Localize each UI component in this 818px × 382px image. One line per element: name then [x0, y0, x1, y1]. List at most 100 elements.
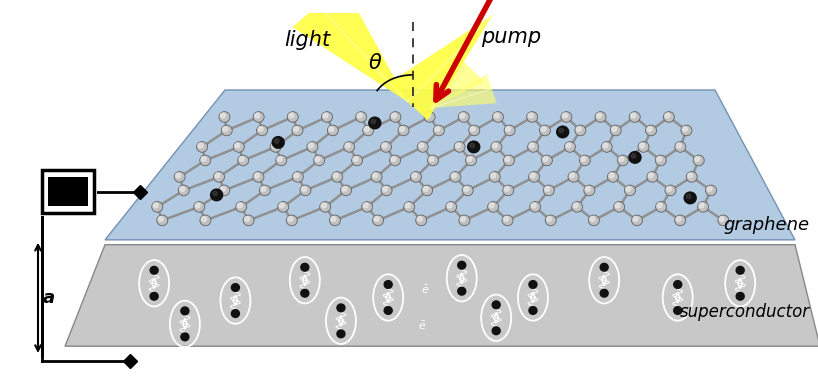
- Circle shape: [383, 186, 388, 191]
- Circle shape: [300, 185, 311, 196]
- Circle shape: [200, 215, 211, 226]
- Circle shape: [489, 172, 501, 182]
- Circle shape: [435, 126, 440, 131]
- Circle shape: [233, 142, 245, 152]
- Circle shape: [458, 112, 470, 122]
- Circle shape: [562, 113, 568, 118]
- Circle shape: [601, 142, 612, 152]
- Circle shape: [645, 125, 657, 136]
- Circle shape: [213, 191, 218, 196]
- Circle shape: [504, 217, 509, 221]
- Circle shape: [595, 112, 606, 122]
- Circle shape: [373, 173, 378, 178]
- Circle shape: [649, 173, 654, 178]
- Circle shape: [615, 203, 620, 208]
- Circle shape: [541, 126, 546, 131]
- Circle shape: [369, 117, 381, 129]
- Circle shape: [459, 215, 470, 226]
- Circle shape: [321, 203, 326, 208]
- Circle shape: [663, 112, 674, 122]
- Circle shape: [340, 185, 352, 196]
- Circle shape: [315, 157, 320, 161]
- Circle shape: [243, 215, 254, 226]
- Circle shape: [235, 143, 240, 148]
- Circle shape: [698, 202, 708, 212]
- Circle shape: [424, 112, 435, 122]
- Circle shape: [337, 304, 345, 312]
- Circle shape: [294, 173, 299, 178]
- Circle shape: [626, 186, 631, 191]
- Circle shape: [157, 215, 168, 226]
- Circle shape: [584, 185, 595, 196]
- Circle shape: [503, 185, 514, 196]
- Circle shape: [596, 113, 601, 118]
- Circle shape: [491, 142, 502, 152]
- Circle shape: [506, 126, 510, 131]
- Circle shape: [568, 172, 579, 182]
- Circle shape: [398, 125, 409, 136]
- Circle shape: [181, 333, 189, 341]
- Circle shape: [530, 173, 535, 178]
- Circle shape: [488, 202, 499, 212]
- Circle shape: [492, 327, 500, 335]
- Text: light: light: [285, 30, 330, 50]
- Circle shape: [631, 154, 636, 158]
- Circle shape: [458, 261, 465, 269]
- Circle shape: [253, 112, 264, 122]
- Circle shape: [342, 186, 347, 191]
- Circle shape: [719, 217, 724, 221]
- Circle shape: [344, 142, 355, 152]
- Circle shape: [176, 173, 181, 178]
- Circle shape: [215, 173, 220, 178]
- Polygon shape: [388, 15, 492, 120]
- Text: pump: pump: [482, 27, 542, 47]
- Circle shape: [286, 215, 297, 226]
- Circle shape: [569, 173, 574, 178]
- Circle shape: [219, 112, 230, 122]
- Circle shape: [674, 307, 681, 314]
- Circle shape: [257, 125, 267, 136]
- Circle shape: [464, 186, 469, 191]
- Circle shape: [638, 142, 649, 152]
- Circle shape: [657, 203, 662, 208]
- Circle shape: [618, 155, 628, 166]
- Circle shape: [461, 217, 465, 221]
- Circle shape: [292, 172, 303, 182]
- Text: superconductor: superconductor: [680, 303, 810, 321]
- Circle shape: [528, 142, 538, 152]
- Circle shape: [254, 113, 259, 118]
- Circle shape: [667, 186, 672, 191]
- Circle shape: [557, 126, 569, 138]
- Circle shape: [528, 172, 540, 182]
- Circle shape: [261, 186, 266, 191]
- Circle shape: [686, 172, 697, 182]
- Circle shape: [675, 142, 685, 152]
- Circle shape: [566, 143, 571, 148]
- Circle shape: [529, 143, 534, 148]
- Circle shape: [381, 185, 392, 196]
- Circle shape: [450, 172, 461, 182]
- Circle shape: [456, 143, 461, 148]
- Circle shape: [579, 155, 591, 166]
- Circle shape: [213, 172, 224, 182]
- Circle shape: [491, 173, 496, 178]
- Circle shape: [153, 203, 158, 208]
- Circle shape: [600, 263, 608, 271]
- Circle shape: [503, 155, 515, 166]
- Circle shape: [706, 185, 717, 196]
- Circle shape: [600, 289, 608, 297]
- Circle shape: [331, 217, 336, 221]
- Circle shape: [640, 143, 645, 148]
- Circle shape: [492, 143, 497, 148]
- Circle shape: [288, 217, 293, 221]
- Circle shape: [287, 112, 299, 122]
- Circle shape: [502, 215, 513, 226]
- Circle shape: [159, 217, 164, 221]
- Circle shape: [425, 113, 430, 118]
- Circle shape: [603, 143, 608, 148]
- Text: $\bar{e}$: $\bar{e}$: [417, 320, 426, 332]
- Circle shape: [236, 202, 247, 212]
- Circle shape: [307, 142, 318, 152]
- Circle shape: [332, 172, 343, 182]
- Circle shape: [391, 157, 396, 161]
